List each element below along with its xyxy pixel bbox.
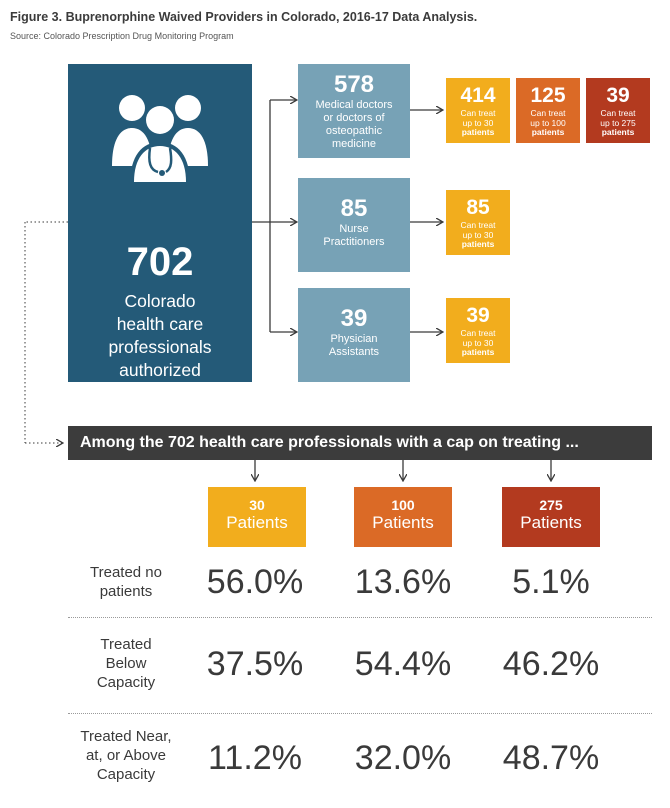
column-header-275: 275 Patients <box>502 487 600 547</box>
provider-label: Medical doctors or doctors of osteopathi… <box>315 99 393 150</box>
people-with-stethoscope-icon <box>112 95 208 184</box>
cap-number: 414 <box>460 84 496 107</box>
cap-box-275: 39 Can treat up to 275 patients <box>586 78 650 143</box>
row-divider <box>68 617 652 618</box>
total-number: 702 <box>126 240 194 284</box>
pct-value: 54.4% <box>354 645 452 683</box>
cap-label: Can treat up to 30 patients <box>460 328 496 357</box>
figure-source: Source: Colorado Prescription Drug Monit… <box>10 31 234 41</box>
row-label-no-patients: Treated no patients <box>90 564 162 600</box>
cap-number: 85 <box>466 196 490 219</box>
provider-number: 85 <box>340 195 368 222</box>
cap-number: 39 <box>606 84 630 107</box>
pct-value: 32.0% <box>354 739 452 777</box>
figure-title: Figure 3. Buprenorphine Waived Providers… <box>10 10 478 24</box>
cap-label: Can treat up to 30 patients <box>460 220 496 249</box>
provider-box-medical-doctors: 578 Medical doctors or doctors of osteop… <box>298 64 410 158</box>
cap-label: Can treat up to 100 patients <box>530 108 566 137</box>
provider-number: 578 <box>333 71 375 98</box>
provider-box-physician-assistants: 39 Physician Assistants <box>298 288 410 382</box>
pct-value: 46.2% <box>502 645 600 683</box>
column-header-30: 30 Patients <box>208 487 306 547</box>
total-label: Colorado health care professionals autho… <box>103 291 217 426</box>
pct-value: 56.0% <box>206 563 304 601</box>
cap-box-nurse-30: 85 Can treat up to 30 patients <box>446 190 510 255</box>
cap-row-medical-doctors: 414 Can treat up to 30 patients 125 Can tr… <box>446 78 666 143</box>
row-label-near-above-capacity: Treated Near, at, or Above Capacity <box>80 728 172 783</box>
pct-value: 37.5% <box>206 645 304 683</box>
cap-number: 39 <box>466 304 490 327</box>
provider-label: Nurse Practitioners <box>323 223 385 248</box>
pct-value: 5.1% <box>512 563 590 601</box>
cap-number: 125 <box>530 84 566 107</box>
pct-value: 11.2% <box>208 739 302 777</box>
row-divider <box>68 713 652 714</box>
provider-label: Physician Assistants <box>328 333 380 358</box>
provider-box-nurse-practitioners: 85 Nurse Practitioners <box>298 178 410 272</box>
pct-value: 48.7% <box>502 739 600 777</box>
cap-banner: Among the 702 health care professionals … <box>68 426 652 460</box>
cap-box-100: 125 Can treat up to 100 patients <box>516 78 580 143</box>
total-providers-box: 702 Colorado health care professionals a… <box>68 64 252 426</box>
pct-value: 13.6% <box>354 563 452 601</box>
row-label-below-capacity: Treated Below Capacity <box>96 636 156 691</box>
cap-label: Can treat up to 30 patients <box>460 108 496 137</box>
provider-number: 39 <box>340 305 368 332</box>
column-header-100: 100 Patients <box>354 487 452 547</box>
cap-box-30: 414 Can treat up to 30 patients <box>446 78 510 143</box>
cap-box-physician-30: 39 Can treat up to 30 patients <box>446 298 510 363</box>
cap-label: Can treat up to 275 patients <box>600 108 636 137</box>
